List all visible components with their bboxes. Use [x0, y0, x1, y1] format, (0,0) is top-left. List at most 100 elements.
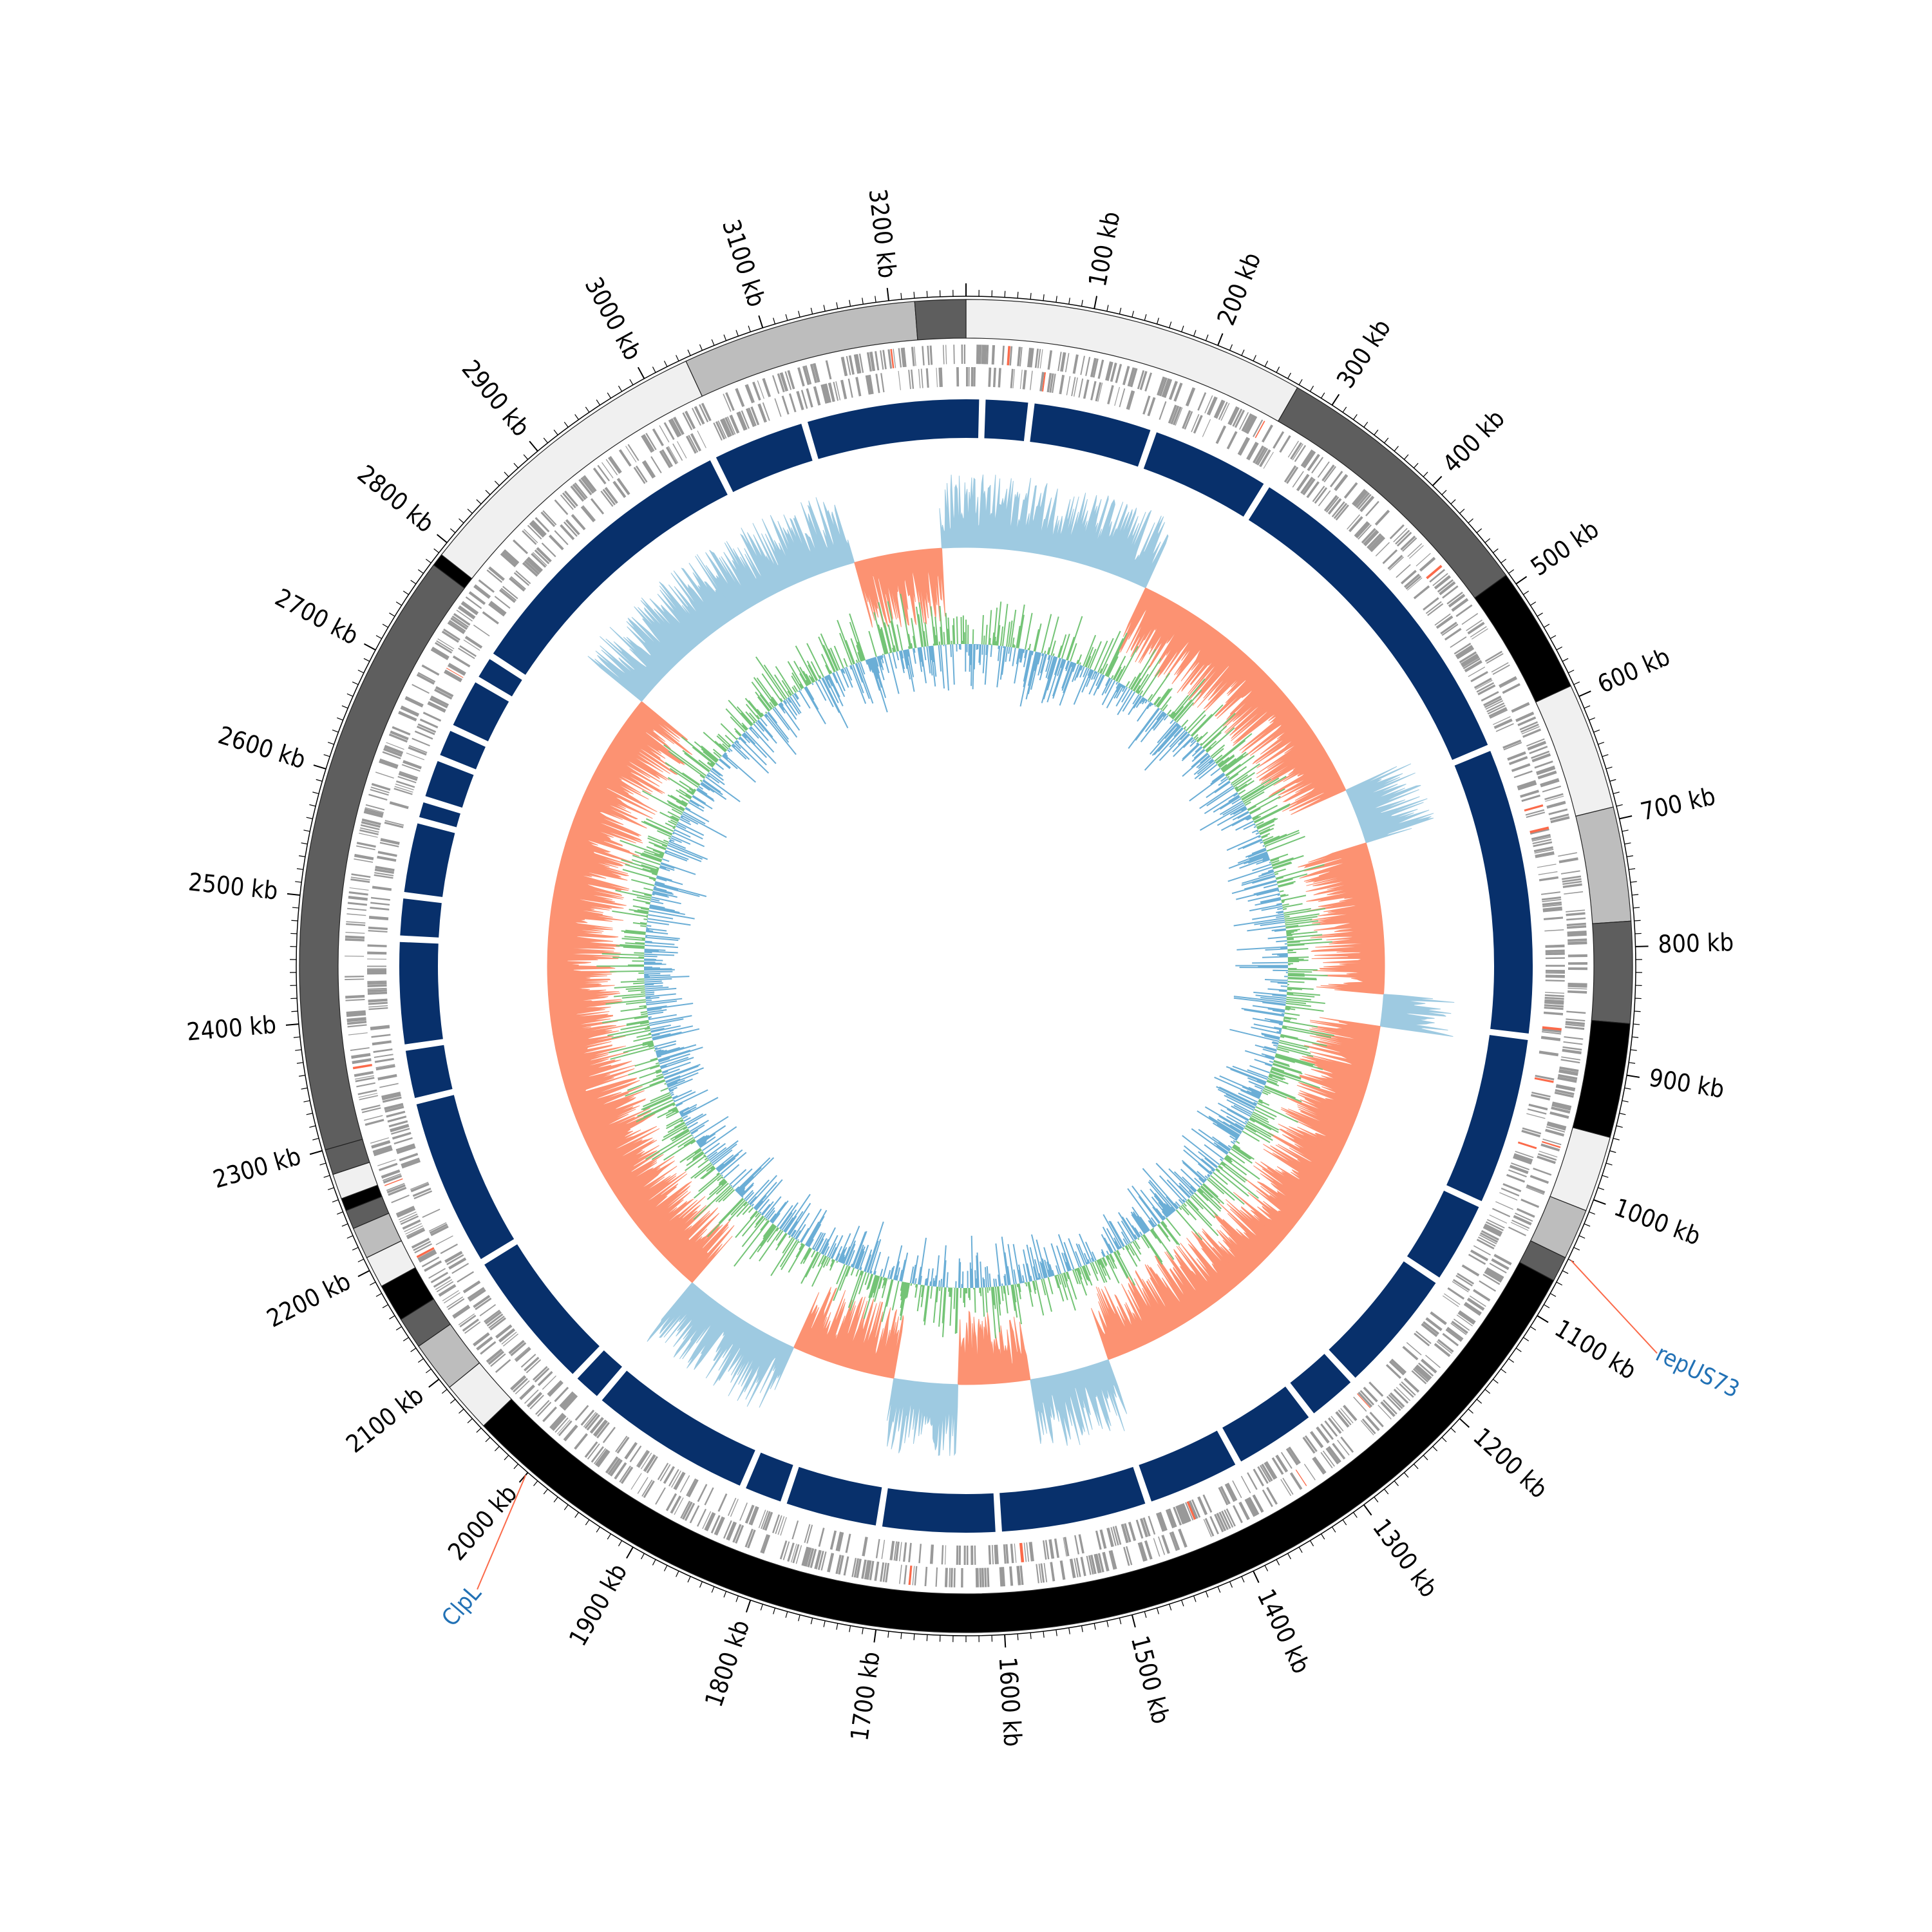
axis-tick	[1589, 1211, 1595, 1215]
gene-mark	[1170, 405, 1180, 425]
gc-skew-mark	[1170, 695, 1189, 718]
gene-mark	[677, 441, 687, 459]
gene-mark	[399, 1213, 418, 1223]
axis-tick	[574, 414, 579, 420]
gene-mark	[1479, 1234, 1497, 1245]
gene-mark	[898, 370, 901, 390]
gc-skew-mark	[1050, 640, 1056, 656]
gc-skew-mark	[997, 625, 1001, 646]
gene-mark	[1368, 535, 1384, 551]
gc-skew-mark	[1107, 1255, 1115, 1269]
gc-skew-mark	[1139, 1231, 1143, 1236]
gc-skew-mark	[933, 627, 937, 646]
axis-tick	[1484, 1388, 1491, 1394]
gene-mark	[370, 788, 389, 796]
axis-tick	[306, 817, 313, 819]
gene-mark	[429, 697, 448, 708]
gc-content-region	[565, 701, 693, 863]
axis-tick-label: 400 kb	[1437, 404, 1511, 478]
gc-skew-mark	[1183, 1202, 1188, 1207]
gene-mark	[1476, 682, 1495, 693]
gc-skew-mark	[647, 837, 668, 847]
gc-skew-mark	[694, 788, 697, 791]
gene-mark	[1403, 1378, 1420, 1393]
gc-skew-mark	[1251, 1115, 1280, 1131]
gc-skew-mark	[782, 1236, 793, 1254]
annotation-label: repUS73	[1652, 1340, 1743, 1403]
gene-mark	[911, 346, 915, 366]
axis-tick	[875, 296, 876, 303]
gc-skew-mark	[1204, 1157, 1218, 1169]
axis-tick	[1584, 1223, 1591, 1227]
gc-skew-mark	[1264, 1063, 1273, 1067]
gene-mark	[1530, 1175, 1549, 1184]
gene-mark	[1495, 1201, 1513, 1210]
gene-mark	[1567, 982, 1587, 987]
gene-mark	[714, 1516, 723, 1535]
gc-skew-mark	[1108, 1220, 1124, 1247]
gc-skew-mark	[1283, 907, 1326, 916]
gene-mark	[1566, 909, 1586, 913]
gc-skew-mark	[1270, 1019, 1283, 1024]
gene-mark	[522, 562, 538, 577]
gc-skew-mark	[1138, 1196, 1160, 1224]
gene-mark	[670, 1495, 682, 1514]
gc-skew-mark	[1249, 904, 1282, 912]
gc-skew-mark	[954, 1287, 958, 1334]
gc-skew-mark	[711, 768, 721, 777]
gc-skew-mark	[1256, 858, 1271, 865]
gc-skew-mark	[1200, 712, 1236, 746]
gc-skew-mark	[820, 633, 838, 672]
gc-skew-mark	[652, 891, 677, 898]
gc-skew-mark	[645, 993, 676, 998]
gene-mark	[1538, 871, 1558, 875]
gc-skew-mark	[777, 1233, 787, 1246]
gc-skew-mark	[1253, 815, 1261, 821]
gc-skew-mark	[793, 1213, 810, 1238]
gc-skew-mark	[663, 1064, 701, 1079]
gc-skew-mark	[1059, 1274, 1068, 1300]
gene-mark	[795, 1545, 802, 1564]
gc-skew-mark	[1287, 948, 1309, 951]
gc-skew-mark	[992, 1287, 996, 1309]
gc-skew-mark	[681, 815, 699, 825]
gc-skew-mark	[655, 1068, 661, 1072]
gc-skew-mark	[926, 646, 931, 674]
gene-mark	[961, 1567, 963, 1587]
gene-mark	[498, 1328, 516, 1343]
gc-skew-mark	[1283, 908, 1311, 914]
gc-skew-mark	[671, 835, 691, 845]
gene-mark	[1520, 723, 1539, 733]
gc-skew-mark	[1229, 806, 1246, 816]
gc-skew-mark	[1265, 948, 1288, 951]
gc-skew-mark	[1014, 645, 1016, 648]
gene-mark	[685, 410, 696, 430]
gene-mark	[1304, 1435, 1318, 1452]
gene-mark	[430, 1271, 449, 1283]
gc-skew-mark	[645, 1132, 691, 1160]
gene-mark	[386, 742, 404, 750]
gc-skew-mark	[1267, 869, 1274, 873]
axis-tick	[1394, 1481, 1399, 1486]
gene-mark	[1312, 486, 1325, 502]
gc-skew-mark	[1261, 835, 1268, 839]
gc-skew-mark	[657, 830, 672, 838]
axis-tick	[433, 548, 439, 553]
gc-skew-mark	[665, 849, 689, 860]
axis-tick	[1501, 1368, 1506, 1374]
gc-skew-mark	[692, 795, 713, 810]
gc-skew-mark	[1188, 1189, 1194, 1195]
gene-mark	[949, 1567, 951, 1587]
gene-mark	[1513, 1155, 1532, 1165]
gc-skew-mark	[674, 1121, 685, 1128]
gc-skew-mark	[808, 675, 814, 683]
gc-skew-mark	[938, 645, 942, 672]
gc-skew-mark	[636, 896, 651, 901]
gene-mark	[574, 1433, 588, 1450]
gene-mark	[456, 609, 473, 622]
gene-mark	[1493, 718, 1513, 729]
gc-skew-mark	[1102, 663, 1108, 675]
gene-mark	[898, 348, 902, 368]
gene-mark	[674, 1472, 686, 1490]
gene-mark	[443, 1292, 460, 1303]
